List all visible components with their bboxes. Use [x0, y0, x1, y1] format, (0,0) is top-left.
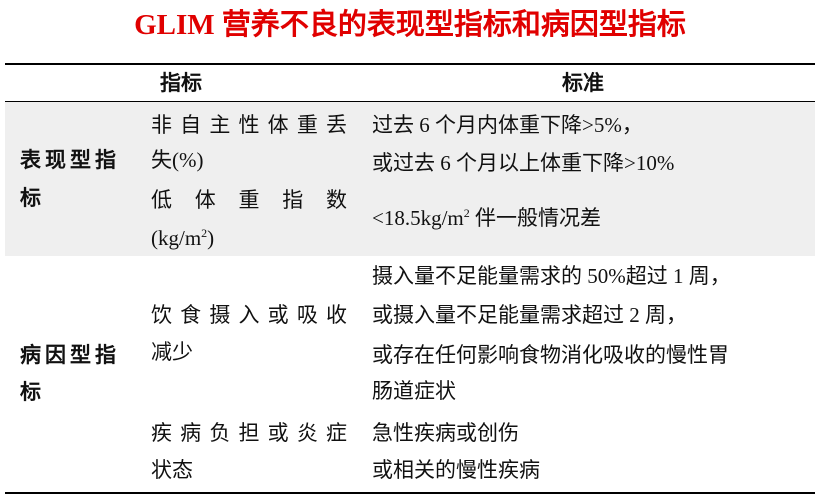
criteria-intake-4: 肠道症状 [372, 379, 456, 403]
page-title: GLIM 营养不良的表现型指标和病因型指标 [134, 9, 686, 41]
phenotypic-section-background [5, 102, 815, 256]
category-phenotypic-cont: 标 [20, 186, 41, 210]
indicator-reduced-intake-cont: 减少 [151, 340, 193, 364]
indicator-weight-loss: 非自主性体重丢 [151, 113, 347, 137]
table-top-rule [5, 63, 815, 65]
criteria-inflammation-2: 或相关的慢性疾病 [372, 458, 540, 482]
criteria-low-bmi: <18.5kg/m2 伴一般情况差 [372, 206, 602, 230]
indicator-reduced-intake: 饮食摄入或吸收 [151, 303, 347, 327]
indicator-inflammation-cont: 状态 [151, 458, 193, 482]
header-criteria: 标准 [562, 71, 604, 95]
criteria-inflammation-1: 急性疾病或创伤 [372, 421, 519, 445]
table-bottom-rule [5, 492, 815, 494]
category-phenotypic: 表现型指 [20, 148, 120, 172]
criteria-weight-loss-1: 过去 6 个月内体重下降>5%， [372, 113, 643, 137]
indicator-inflammation: 疾病负担或炎症 [151, 421, 347, 445]
indicator-low-bmi-unit: (kg/m2) [151, 226, 215, 250]
header-indicator: 指标 [160, 71, 202, 95]
criteria-intake-3: 或存在任何影响食物消化吸收的慢性胃 [372, 343, 729, 367]
criteria-weight-loss-2: 或过去 6 个月以上体重下降>10% [372, 151, 675, 175]
criteria-intake-1: 摄入量不足能量需求的 50%超过 1 周， [372, 264, 731, 288]
criteria-intake-2: 或摄入量不足能量需求超过 2 周， [372, 303, 687, 327]
indicator-low-bmi: 低体重指数 [151, 188, 347, 212]
category-etiologic: 病因型指 [20, 343, 120, 367]
header-rule [5, 101, 815, 103]
indicator-weight-loss-cont: 失(%) [151, 148, 204, 172]
category-etiologic-cont: 标 [20, 380, 41, 404]
